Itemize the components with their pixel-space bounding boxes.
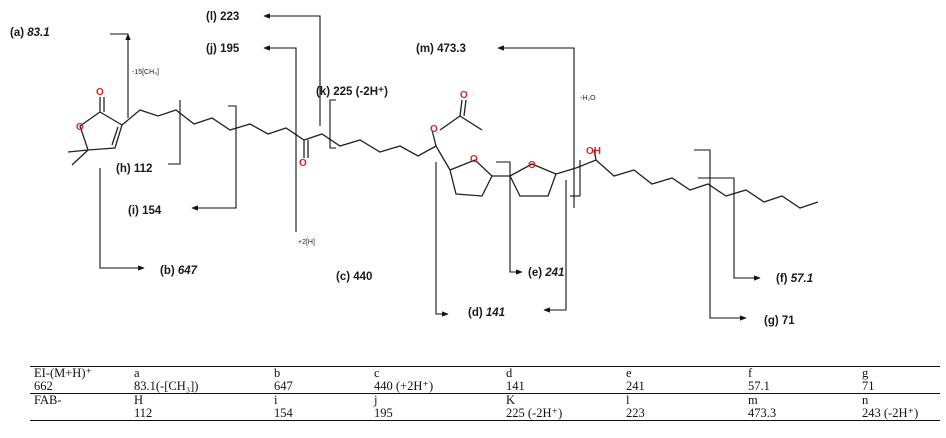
- aliphatic-chain-2: [555, 159, 819, 209]
- annotation-plus-2h: +2[H]: [298, 239, 315, 246]
- label-m: (m) 473.3: [416, 43, 466, 55]
- cleavage-lines: [99, 13, 761, 321]
- table-cell: b: [270, 366, 370, 380]
- table-cell: K: [502, 393, 622, 407]
- atom-oxygen: O: [460, 90, 468, 101]
- label-j: (j) 195: [206, 43, 240, 55]
- atom-oxygen: O: [96, 87, 104, 98]
- atom-oxygen: O: [76, 122, 84, 133]
- fragmentation-scheme: O O O O O O O OH: [10, 11, 819, 327]
- label-h: (h) 112: [116, 163, 152, 175]
- table-cell: 57.1: [748, 379, 770, 393]
- table-cell: n: [858, 393, 940, 407]
- table-cell: 223: [622, 407, 744, 421]
- table-row: 662 83.1(-[CH₃]) 647 440 (+2H⁺) 141 241 57.1 71: [30, 380, 940, 394]
- table-cell: [30, 407, 130, 421]
- atom-oxygen: O: [430, 124, 438, 135]
- label-i: (i) 154: [128, 205, 162, 217]
- table-cell: 71: [862, 379, 875, 393]
- atom-oxygen: O: [470, 154, 478, 165]
- table-cell: g: [858, 366, 940, 380]
- atom-hydroxyl: OH: [586, 146, 601, 157]
- table-cell: 440 (+2H⁺): [374, 379, 434, 393]
- table-cell: FAB-: [30, 393, 130, 407]
- aliphatic-chain-1: [121, 109, 437, 157]
- table-cell: 112: [130, 407, 270, 421]
- atom-oxygen: O: [528, 160, 536, 171]
- table-cell: 225 (-2H⁺): [502, 407, 622, 421]
- thf-ring-1: [449, 159, 493, 197]
- label-c: (c) 440: [336, 271, 372, 283]
- table-cell: c: [370, 366, 502, 380]
- table-cell: m: [744, 393, 858, 407]
- label-k: (k) 225 (-2H⁺): [316, 86, 388, 98]
- table-cell: j: [370, 393, 502, 407]
- table-cell: H: [130, 393, 270, 407]
- table-cell: 141: [506, 379, 525, 393]
- table-cell: d: [502, 366, 622, 380]
- annotation-h2o-loss: -H₂O: [580, 95, 596, 102]
- annotation-ch3-loss: -15[CH₃]: [132, 69, 159, 76]
- label-e: (e) 241: [528, 267, 564, 279]
- label-b: (b) 647: [160, 265, 198, 277]
- ms-table-body: EI-(M+H)⁺ a b c d e f g 662 83.1(-[CH₃]) 647 440 (+…: [30, 366, 940, 421]
- label-l: (l) 223: [206, 11, 239, 23]
- atom-oxygen: O: [299, 158, 307, 169]
- table-cell: a: [130, 366, 270, 380]
- table-cell: 662: [34, 379, 53, 393]
- table-cell: l: [622, 393, 744, 407]
- table-cell: EI-(M+H)⁺: [30, 366, 130, 380]
- table-cell: 647: [274, 379, 293, 393]
- table-cell: f: [744, 366, 858, 380]
- table-row: 112 154 195 225 (-2H⁺) 223 473.3 243 (-2H⁺): [30, 407, 940, 421]
- table-cell: 241: [626, 379, 645, 393]
- table-cell: e: [622, 366, 744, 380]
- table-cell: 243 (-2H⁺): [858, 407, 940, 421]
- label-f: (f) 57.1: [776, 273, 813, 285]
- table-cell: i: [270, 393, 370, 407]
- label-a: (a) 83.1: [10, 27, 50, 39]
- table-cell: 195: [370, 407, 502, 421]
- table-cell: 154: [270, 407, 370, 421]
- label-d: (d) 141: [468, 307, 505, 319]
- label-g: (g) 71: [764, 315, 795, 327]
- table-cell: 83.1(-[CH₃]): [134, 379, 199, 393]
- fragment-labels: (a) 83.1 (b) 647 (c) 440 (d) 141 (e) 241…: [10, 11, 813, 327]
- table-row: EI-(M+H)⁺ a b c d e f g: [30, 366, 940, 380]
- lactone-ring: [79, 111, 123, 151]
- molecule-structure: O O O O O O O OH: [67, 87, 819, 209]
- thf-ring-2: [509, 163, 557, 197]
- table-cell: 473.3: [744, 407, 858, 421]
- ms-fragment-table: EI-(M+H)⁺ a b c d e f g 662 83.1(-[CH₃]) 647 440 (+…: [30, 366, 940, 421]
